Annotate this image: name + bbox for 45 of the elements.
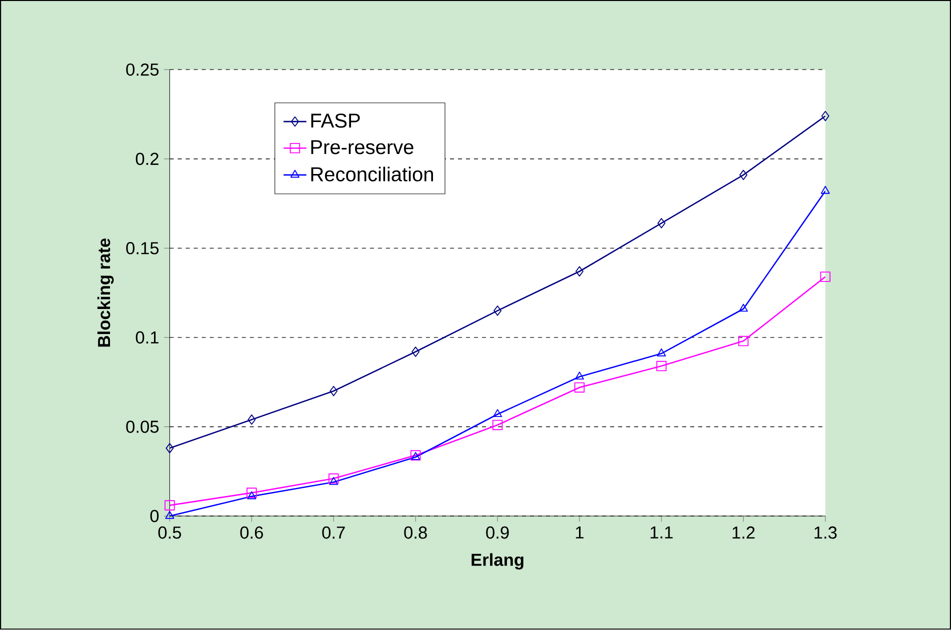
point xyxy=(492,420,503,430)
x-tick-label: 1.2 xyxy=(732,526,755,539)
point xyxy=(164,500,175,511)
point xyxy=(494,306,502,316)
point xyxy=(656,361,667,372)
point xyxy=(820,186,830,194)
x-tick-label: 1.1 xyxy=(650,526,673,539)
point xyxy=(574,372,584,380)
x-tick-label: 0.8 xyxy=(404,526,427,539)
y-tick-label: 0.2 xyxy=(136,152,158,166)
point xyxy=(738,336,749,346)
x-tick-label: 1 xyxy=(576,526,584,539)
x-axis-title: Erlang xyxy=(472,553,524,570)
point xyxy=(820,272,830,282)
point xyxy=(328,474,339,484)
y-tick-label: 0.1 xyxy=(136,331,158,344)
x-tick-label: 0.6 xyxy=(240,526,263,539)
point xyxy=(821,111,830,122)
point xyxy=(247,491,256,500)
point xyxy=(246,488,257,498)
legend-label: Pre-reserve xyxy=(311,140,414,154)
x-tick-label: 0.7 xyxy=(322,526,345,539)
x-tick-label: 0.9 xyxy=(486,526,509,539)
y-tick-label: 0.15 xyxy=(126,242,159,254)
point xyxy=(166,443,174,454)
point xyxy=(576,266,584,277)
point xyxy=(330,386,338,396)
point xyxy=(739,170,748,180)
legend-label: Reconciliation xyxy=(311,166,433,182)
x-tick-label: 0.5 xyxy=(158,526,182,539)
y-axis-title: Blocking rate xyxy=(97,238,114,347)
point xyxy=(656,348,666,356)
y-tick-label: 0.25 xyxy=(126,64,159,76)
y-tick-label: 0.05 xyxy=(126,420,159,434)
point xyxy=(657,218,666,228)
y-tick-label: 0 xyxy=(150,510,159,522)
point xyxy=(412,346,420,358)
point xyxy=(248,414,256,425)
legend-label: FASP xyxy=(311,114,360,128)
x-tick-label: 1.3 xyxy=(814,526,837,539)
point xyxy=(738,304,748,312)
point xyxy=(165,511,174,519)
point xyxy=(493,409,502,418)
point xyxy=(574,382,585,393)
point xyxy=(329,477,338,486)
